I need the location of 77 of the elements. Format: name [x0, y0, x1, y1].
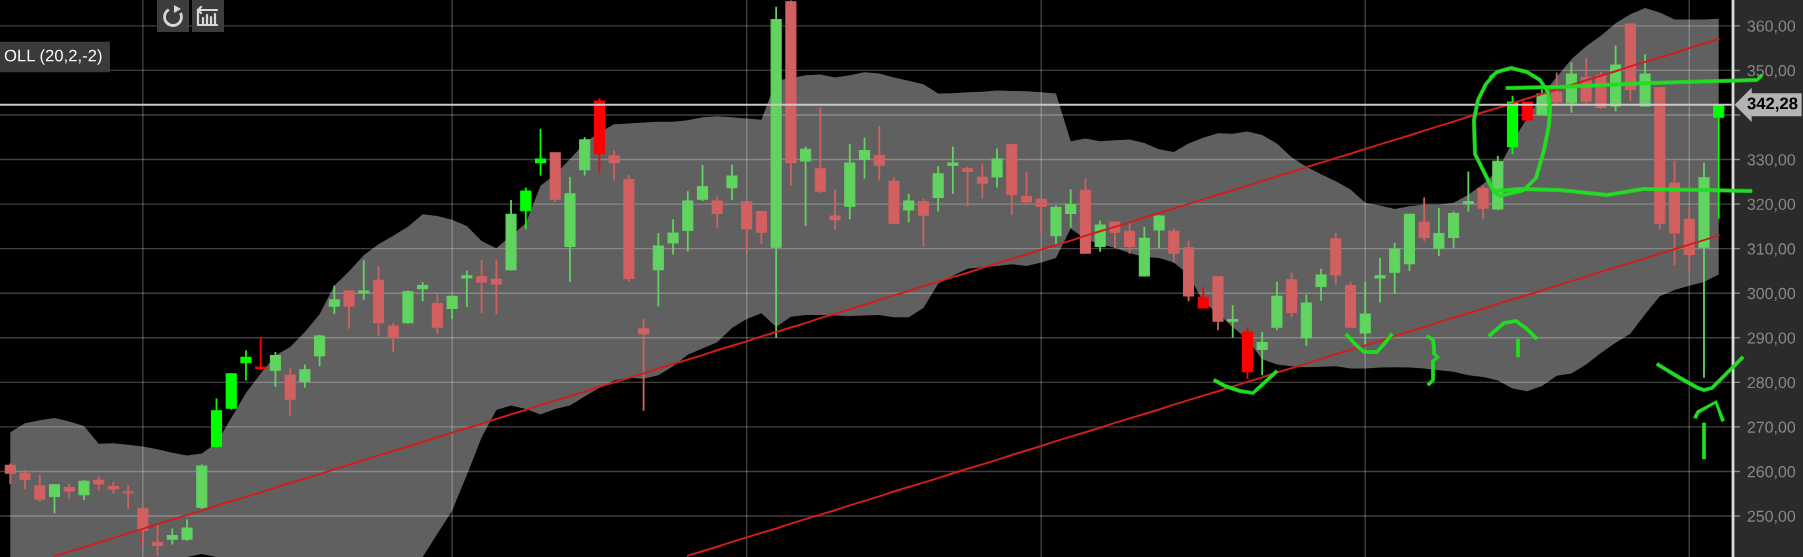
- candlestick: [800, 145, 812, 227]
- candlestick: [4, 462, 16, 485]
- candlestick: [34, 474, 46, 503]
- candlestick: [358, 259, 370, 301]
- y-tick-label: 250,00: [1747, 510, 1796, 524]
- candlestick: [917, 197, 929, 248]
- candlestick: [476, 258, 488, 315]
- candlestick: [343, 289, 355, 330]
- candlestick: [181, 518, 193, 542]
- candlestick: [726, 163, 738, 201]
- candlestick: [1359, 281, 1371, 346]
- candlestick: [696, 163, 709, 202]
- y-tick-label: 290,00: [1747, 332, 1796, 346]
- y-tick-label: 310,00: [1747, 243, 1796, 257]
- ref-line-label: 342,28: [1747, 97, 1798, 112]
- candlestick: [431, 293, 443, 335]
- candlestick: [417, 281, 429, 303]
- y-tick-label: 320,00: [1747, 198, 1796, 212]
- candlestick: [1168, 227, 1180, 264]
- candlestick: [1477, 184, 1489, 221]
- candlestick: [122, 484, 134, 510]
- candlestick: [269, 351, 281, 388]
- candlestick: [962, 165, 974, 208]
- candlestick: [152, 522, 164, 557]
- y-tick-label: 260,00: [1747, 466, 1796, 480]
- candlestick: [976, 162, 988, 200]
- candlestick: [48, 483, 61, 515]
- candlestick: [1433, 207, 1445, 258]
- candlestick: [903, 192, 915, 224]
- candlestick: [652, 232, 664, 308]
- candlestick: [1418, 196, 1430, 242]
- y-tick-label: 270,00: [1747, 421, 1796, 435]
- candlestick: [873, 125, 885, 182]
- y-tick-label: 330,00: [1747, 154, 1796, 168]
- line-series: [686, 234, 1720, 557]
- candlestick: [534, 127, 547, 177]
- candlestick: [1462, 170, 1474, 213]
- candlestick: [1374, 257, 1386, 304]
- candlestick: [1227, 304, 1239, 339]
- candlestick: [1551, 71, 1563, 105]
- y-tick-label: 280,00: [1747, 376, 1796, 391]
- candlestick: [240, 349, 252, 382]
- y-tick-label: 350,00: [1747, 65, 1796, 79]
- candlestick: [755, 209, 767, 246]
- candlestick: [1124, 222, 1136, 255]
- candlestick: [991, 147, 1003, 189]
- candlestick: [1197, 286, 1209, 309]
- candlestick: [638, 318, 650, 412]
- candlestick: [1389, 241, 1401, 295]
- candlestick: [1153, 214, 1165, 250]
- y-tick-label: 300,00: [1747, 287, 1796, 302]
- candlestick: [947, 145, 959, 195]
- candlestick: [314, 334, 326, 368]
- candlestick: [814, 106, 826, 194]
- candlestick: [1035, 198, 1047, 234]
- candlestick: [932, 165, 944, 213]
- candlestick: [858, 136, 871, 180]
- candlestick: [19, 468, 31, 491]
- candlestick: [1094, 219, 1106, 253]
- candlestick: [461, 269, 473, 308]
- y-tick-label: 360,00: [1747, 20, 1796, 34]
- candlestick: [490, 258, 502, 316]
- candlestick: [711, 195, 723, 229]
- candlestick: [667, 218, 679, 256]
- candlestick: [328, 284, 340, 316]
- candlestick: [1315, 267, 1327, 302]
- candlestick: [829, 188, 841, 231]
- candlestick: [78, 479, 90, 501]
- candlestick: [299, 363, 311, 389]
- candlestick: [1020, 170, 1033, 206]
- candlestick: [1065, 188, 1077, 229]
- candlestick: [520, 186, 532, 231]
- candlestick: [137, 506, 149, 548]
- annotation: OLL (20,2,-2): [4, 49, 102, 65]
- candlestick: [387, 321, 399, 353]
- candlestick: [1256, 331, 1268, 377]
- candlestick: [608, 149, 620, 182]
